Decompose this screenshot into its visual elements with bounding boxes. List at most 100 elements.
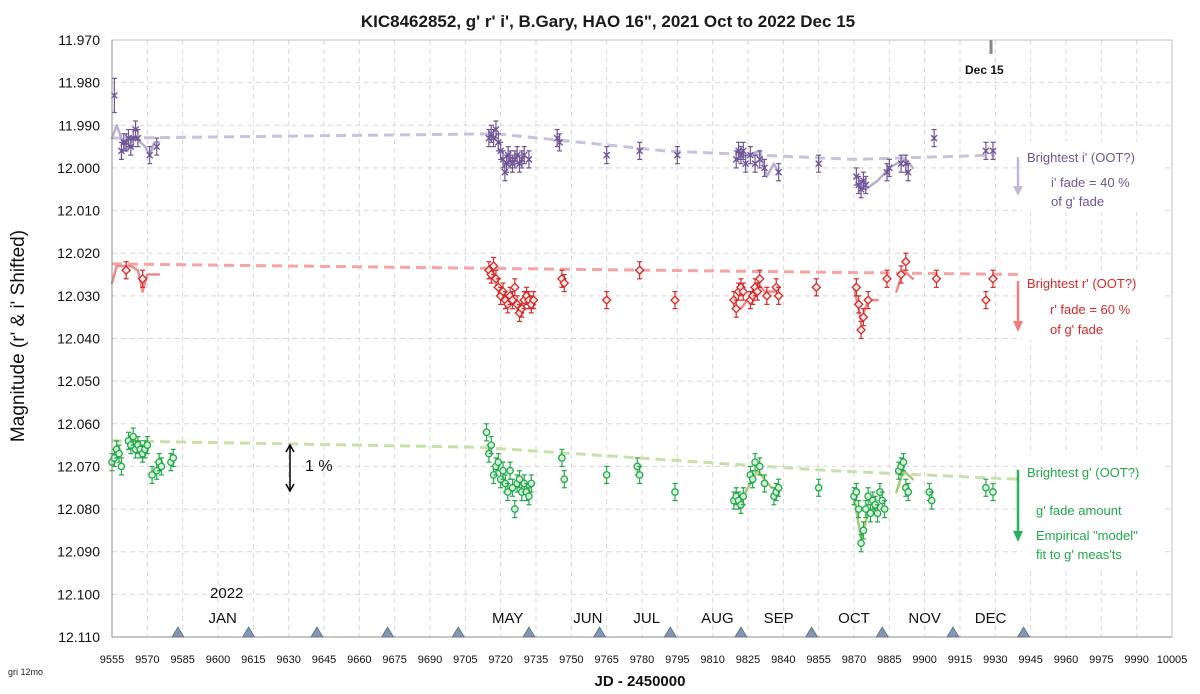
data-point <box>670 290 680 310</box>
marker-circle <box>852 488 861 496</box>
data-point <box>853 295 864 314</box>
marker-x <box>525 155 533 163</box>
y-tick-label: 12.070 <box>57 458 100 474</box>
x-tick-label: 9555 <box>100 654 124 666</box>
marker-x <box>603 151 611 159</box>
data-point <box>989 482 997 502</box>
marker-diamond <box>754 273 765 284</box>
marker-circle <box>760 479 769 488</box>
data-point <box>982 141 990 160</box>
marker-diamond <box>738 286 749 297</box>
marker-circle <box>982 483 990 492</box>
marker-circle <box>157 462 166 471</box>
marker-circle <box>115 449 123 458</box>
data-point <box>760 474 769 493</box>
data-point <box>487 435 496 455</box>
marker-diamond <box>137 273 148 284</box>
data-point <box>525 150 533 169</box>
marker-circle <box>857 539 865 548</box>
data-point <box>117 457 126 476</box>
marker-diamond <box>507 295 518 306</box>
marker-diamond <box>900 256 911 267</box>
x-tick-label: 9915 <box>948 654 972 666</box>
x-tick-label: 9855 <box>806 654 830 666</box>
data-point <box>988 269 998 288</box>
data-point <box>896 265 907 284</box>
month-triangle-marker <box>522 626 536 638</box>
data-point <box>634 261 645 280</box>
x-tick-label: 9900 <box>912 654 936 666</box>
marker-circle <box>169 454 178 462</box>
data-point <box>121 261 132 280</box>
marker-diamond <box>731 303 742 314</box>
marker-circle <box>861 505 870 513</box>
data-point <box>146 146 154 165</box>
x-tick-label: 9990 <box>1124 654 1148 666</box>
marker-diamond <box>858 312 869 323</box>
marker-x <box>673 151 681 159</box>
data-point <box>509 278 520 297</box>
marker-circle <box>635 471 644 479</box>
marker-circle <box>755 462 764 471</box>
y-tick-label: 12.050 <box>57 373 100 389</box>
x-tick-label: 9615 <box>241 654 265 666</box>
data-point <box>756 150 764 169</box>
marker-diamond <box>121 265 132 276</box>
data-point <box>858 308 869 327</box>
data-point <box>560 470 569 489</box>
data-point <box>115 444 123 463</box>
month-label: DEC <box>975 610 1007 627</box>
marker-diamond <box>931 273 942 284</box>
data-point <box>558 448 566 468</box>
data-point <box>507 290 518 310</box>
marker-circle <box>739 492 748 501</box>
data-point <box>515 470 524 489</box>
marker-circle <box>927 496 936 505</box>
marker-x <box>739 147 747 155</box>
marker-x <box>756 155 764 163</box>
annotation-i-fade-2: of g' fade <box>1051 194 1104 209</box>
trend-line <box>111 262 1019 276</box>
marker-circle <box>899 458 908 467</box>
x-tick-label: 9735 <box>524 654 548 666</box>
data-point <box>857 534 865 553</box>
data-point <box>603 146 611 165</box>
month-label: OCT <box>838 610 870 627</box>
data-point <box>492 120 500 139</box>
marker-circle <box>117 462 126 471</box>
data-point <box>854 499 863 519</box>
x-tick-label: 9660 <box>347 654 371 666</box>
marker-circle <box>880 505 889 513</box>
data-point <box>859 521 868 540</box>
marker-x <box>134 134 142 142</box>
marker-x <box>742 160 750 168</box>
month-label: JAN <box>209 610 237 627</box>
marker-circle <box>503 488 512 496</box>
data-point <box>866 504 875 523</box>
marker-x <box>904 168 912 176</box>
data-point <box>755 457 764 476</box>
y-tick-label: 12.000 <box>57 160 100 176</box>
year-label: 2022 <box>210 585 243 602</box>
y-tick-label: 11.970 <box>58 32 100 48</box>
marker-circle <box>510 505 519 513</box>
footnote: gri 12mo <box>8 667 43 677</box>
annotation-r-fade-2: of g' fade <box>1050 322 1103 337</box>
y-tick-label: 12.030 <box>57 288 100 304</box>
data-points <box>108 77 998 553</box>
marker-circle <box>774 483 783 492</box>
data-point <box>499 461 507 480</box>
data-point <box>864 487 872 506</box>
marker-diamond <box>509 282 520 293</box>
marker-circle <box>864 492 872 501</box>
marker-circle <box>560 475 569 484</box>
r-fade-arrow-head <box>1013 321 1023 332</box>
month-triangle-marker <box>241 626 256 638</box>
trend-line <box>111 439 1019 481</box>
data-point <box>904 482 913 502</box>
marker-diamond <box>863 295 874 306</box>
data-point <box>814 478 823 497</box>
marker-diamond <box>601 295 612 306</box>
marker-x <box>492 126 500 134</box>
